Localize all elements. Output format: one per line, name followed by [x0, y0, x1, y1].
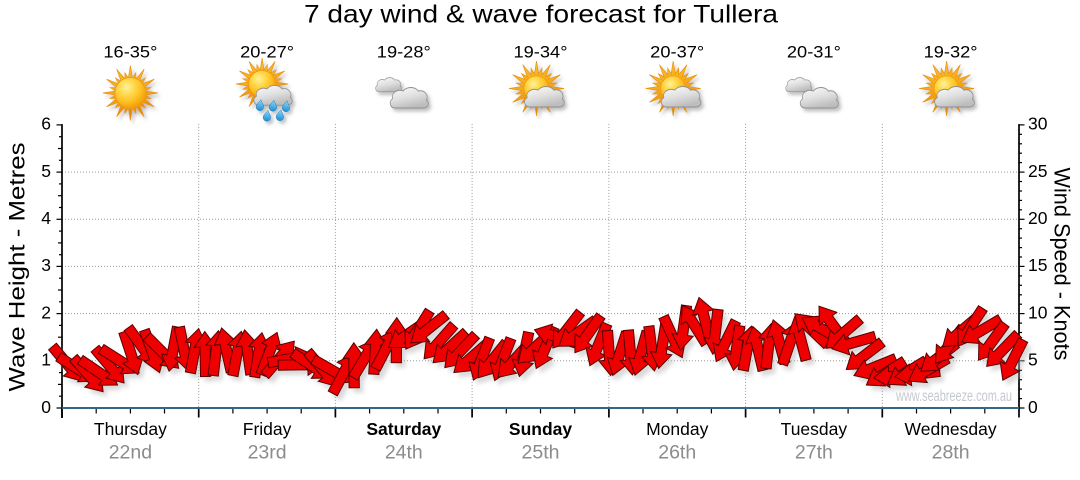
svg-text:28th: 28th: [932, 442, 970, 464]
svg-text:Tuesday: Tuesday: [781, 419, 848, 439]
svg-text:0: 0: [41, 397, 51, 417]
svg-text:22nd: 22nd: [109, 442, 152, 464]
svg-text:4: 4: [41, 208, 51, 228]
svg-text:Thursday: Thursday: [94, 419, 167, 439]
svg-text:30: 30: [1028, 114, 1048, 134]
svg-text:Wave Height - Metres: Wave Height - Metres: [5, 143, 30, 392]
svg-text:20-31°: 20-31°: [787, 43, 841, 62]
svg-text:Wind Speed - Knots: Wind Speed - Knots: [1050, 168, 1075, 361]
svg-text:www.seabreeze.com.au: www.seabreeze.com.au: [895, 388, 1012, 405]
svg-text:Friday: Friday: [243, 419, 292, 439]
svg-text:20: 20: [1028, 208, 1048, 228]
svg-text:20-37°: 20-37°: [650, 43, 704, 62]
svg-text:5: 5: [41, 161, 51, 181]
svg-text:Sunday: Sunday: [509, 419, 572, 439]
svg-text:19-32°: 19-32°: [924, 43, 978, 62]
svg-text:19-34°: 19-34°: [514, 43, 568, 62]
svg-text:Monday: Monday: [646, 419, 709, 439]
svg-text:7 day wind & wave forecast for: 7 day wind & wave forecast for Tullera: [304, 1, 778, 29]
svg-text:15: 15: [1028, 255, 1047, 275]
svg-text:26th: 26th: [658, 442, 696, 464]
svg-text:16-35°: 16-35°: [103, 43, 157, 62]
svg-text:2: 2: [41, 302, 51, 322]
svg-text:0: 0: [1028, 397, 1038, 417]
svg-text:Wednesday: Wednesday: [905, 419, 997, 439]
svg-text:25: 25: [1028, 161, 1047, 181]
svg-text:Saturday: Saturday: [366, 419, 441, 439]
svg-text:23rd: 23rd: [248, 442, 287, 464]
svg-text:25th: 25th: [522, 442, 560, 464]
svg-text:10: 10: [1028, 302, 1048, 322]
svg-text:20-27°: 20-27°: [240, 43, 294, 62]
svg-text:27th: 27th: [795, 442, 833, 464]
svg-text:6: 6: [41, 114, 51, 134]
svg-text:3: 3: [41, 255, 51, 275]
svg-text:1: 1: [41, 350, 51, 370]
svg-text:5: 5: [1028, 350, 1038, 370]
svg-text:19-28°: 19-28°: [377, 43, 431, 62]
svg-text:24th: 24th: [385, 442, 423, 464]
